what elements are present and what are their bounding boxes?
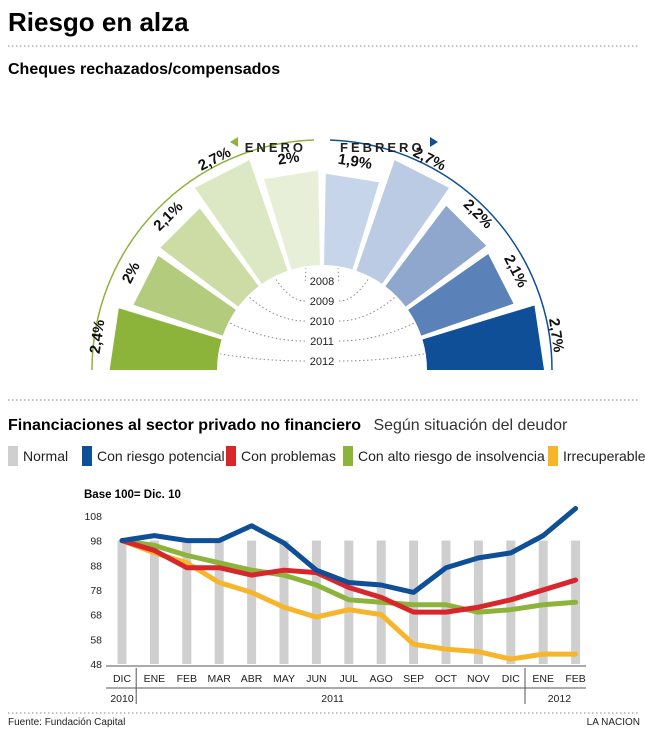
- section2-title: Financiaciones al sector privado no fina…: [8, 417, 361, 434]
- year-connector-left-2011: [230, 322, 306, 342]
- normal-bar-3: [214, 540, 224, 664]
- x-tick-6: JUN: [306, 673, 326, 685]
- y-tick-68: 68: [90, 610, 102, 622]
- y-tick-98: 98: [90, 536, 102, 548]
- normal-bar-0: [117, 540, 127, 664]
- y-tick-108: 108: [84, 511, 102, 523]
- wedge-enero-2009: [194, 160, 288, 284]
- normal-bar-4: [247, 540, 257, 664]
- x-tick-13: ENE: [532, 673, 554, 685]
- year-connector-left-2009: [274, 277, 306, 302]
- legend-label-2: Con problemas: [241, 448, 336, 464]
- x-tick-4: ABR: [241, 673, 263, 685]
- x-tick-10: OCT: [435, 673, 458, 685]
- wedge-label-febrero-2008: 1,9%: [337, 151, 373, 173]
- month-label-febrero: FEBRERO: [340, 140, 425, 155]
- x-tick-3: MAR: [208, 673, 232, 685]
- year-connector-right-2009: [338, 277, 370, 302]
- wedge-enero-2010: [160, 208, 259, 307]
- y-tick-78: 78: [90, 585, 102, 597]
- page-title: Riesgo en alza: [8, 7, 189, 37]
- year-connector-left-2010: [248, 296, 306, 322]
- wedge-label-enero-2009: 2,7%: [195, 144, 233, 175]
- wedge-febrero-2010: [385, 205, 487, 307]
- y-tick-58: 58: [90, 634, 102, 646]
- series-line-3: [119, 538, 579, 615]
- section2-heading: Financiaciones al sector privado no fina…: [8, 417, 568, 434]
- x-tick-11: NOV: [467, 673, 490, 685]
- wedge-label-febrero-2011: 2,1%: [500, 252, 531, 290]
- x-tick-7: JUL: [339, 673, 358, 685]
- wedge-label-febrero-2012: 2,7%: [545, 317, 567, 353]
- normal-bar-5: [279, 540, 289, 664]
- y-tick-48: 48: [90, 659, 102, 671]
- year-connector-left-2012: [220, 353, 306, 362]
- legend-swatch-2: [226, 446, 236, 466]
- legend-label-4: Irrecuperable: [563, 448, 645, 464]
- wedge-label-enero-2008: 2%: [276, 149, 300, 169]
- x-tick-14: FEB: [565, 673, 585, 685]
- year-connector-right-2008: [337, 268, 340, 282]
- normal-bar-11: [473, 540, 483, 664]
- legend-label-1: Con riesgo potencial: [97, 448, 225, 464]
- outline-arc-enero: [91, 139, 315, 371]
- series-line-1: [119, 505, 579, 595]
- normal-bar-1: [149, 540, 159, 664]
- year-label-2009: 2009: [310, 296, 334, 308]
- wedge-febrero-2008: [324, 173, 380, 270]
- section1-title: Cheques rechazados/compensados: [8, 61, 280, 78]
- outline-arc-febrero: [329, 139, 553, 371]
- year-label-2010: 2010: [110, 693, 134, 705]
- year-connector-left-2008: [304, 268, 307, 282]
- legend-label-0: Normal: [23, 448, 68, 464]
- line-chart: Base 100= Dic. 10 48 58 68 78 88 98 108 DIC ENE F…: [84, 489, 586, 705]
- year-connector-right-2010: [338, 296, 396, 322]
- month-arrow-enero: [230, 137, 238, 147]
- x-tick-5: MAY: [273, 673, 295, 685]
- wedge-enero-2008: [264, 170, 320, 270]
- year-connector-right-2011: [338, 322, 414, 342]
- x-tick-12: DIC: [502, 673, 521, 685]
- year-connector-right-2012: [338, 353, 424, 362]
- year-label-2010: 2010: [310, 316, 334, 328]
- normal-bar-6: [311, 540, 321, 664]
- wedge-label-enero-2012: 2,4%: [87, 318, 109, 354]
- month-label-enero: ENERO: [245, 140, 306, 155]
- x-tick-1: ENE: [144, 673, 166, 685]
- legend-swatch-1: [82, 446, 92, 466]
- year-label-2011: 2011: [321, 693, 344, 705]
- year-label-2012: 2012: [548, 693, 572, 705]
- wedge-febrero-2011: [408, 254, 514, 336]
- month-arrow-febrero: [430, 137, 438, 147]
- year-label-2012: 2012: [310, 356, 334, 368]
- series-line-2: [119, 538, 579, 615]
- wedge-label-enero-2011: 2%: [119, 259, 144, 286]
- base-note: Base 100= Dic. 10: [84, 489, 181, 501]
- wedge-enero-2012: [109, 308, 222, 370]
- y-tick-88: 88: [90, 560, 102, 572]
- wedge-label-febrero-2009: 2,7%: [410, 144, 448, 175]
- legend-label-3: Con alto riesgo de insolvencia: [358, 448, 545, 464]
- x-tick-0: DIC: [113, 673, 132, 685]
- normal-bar-2: [182, 540, 192, 664]
- legend-swatch-3: [343, 446, 353, 466]
- legend-swatch-4: [548, 446, 558, 466]
- source-note: Fuente: Fundación Capital: [8, 717, 125, 728]
- brand-name: LA NACION: [587, 717, 640, 728]
- legend: Normal Con riesgo potencial Con problemas C…: [8, 446, 645, 466]
- year-label-2011: 2011: [310, 336, 334, 348]
- legend-swatch-0: [8, 446, 18, 466]
- wedge-febrero-2012: [422, 305, 545, 370]
- wedge-enero-2011: [133, 255, 236, 336]
- section2-subtitle: Según situación del deudor: [373, 417, 568, 434]
- year-label-2008: 2008: [310, 276, 334, 288]
- wedge-febrero-2009: [356, 160, 450, 284]
- x-tick-2: FEB: [177, 673, 197, 685]
- x-tick-8: AGO: [370, 673, 393, 685]
- x-tick-9: SEP: [403, 673, 424, 685]
